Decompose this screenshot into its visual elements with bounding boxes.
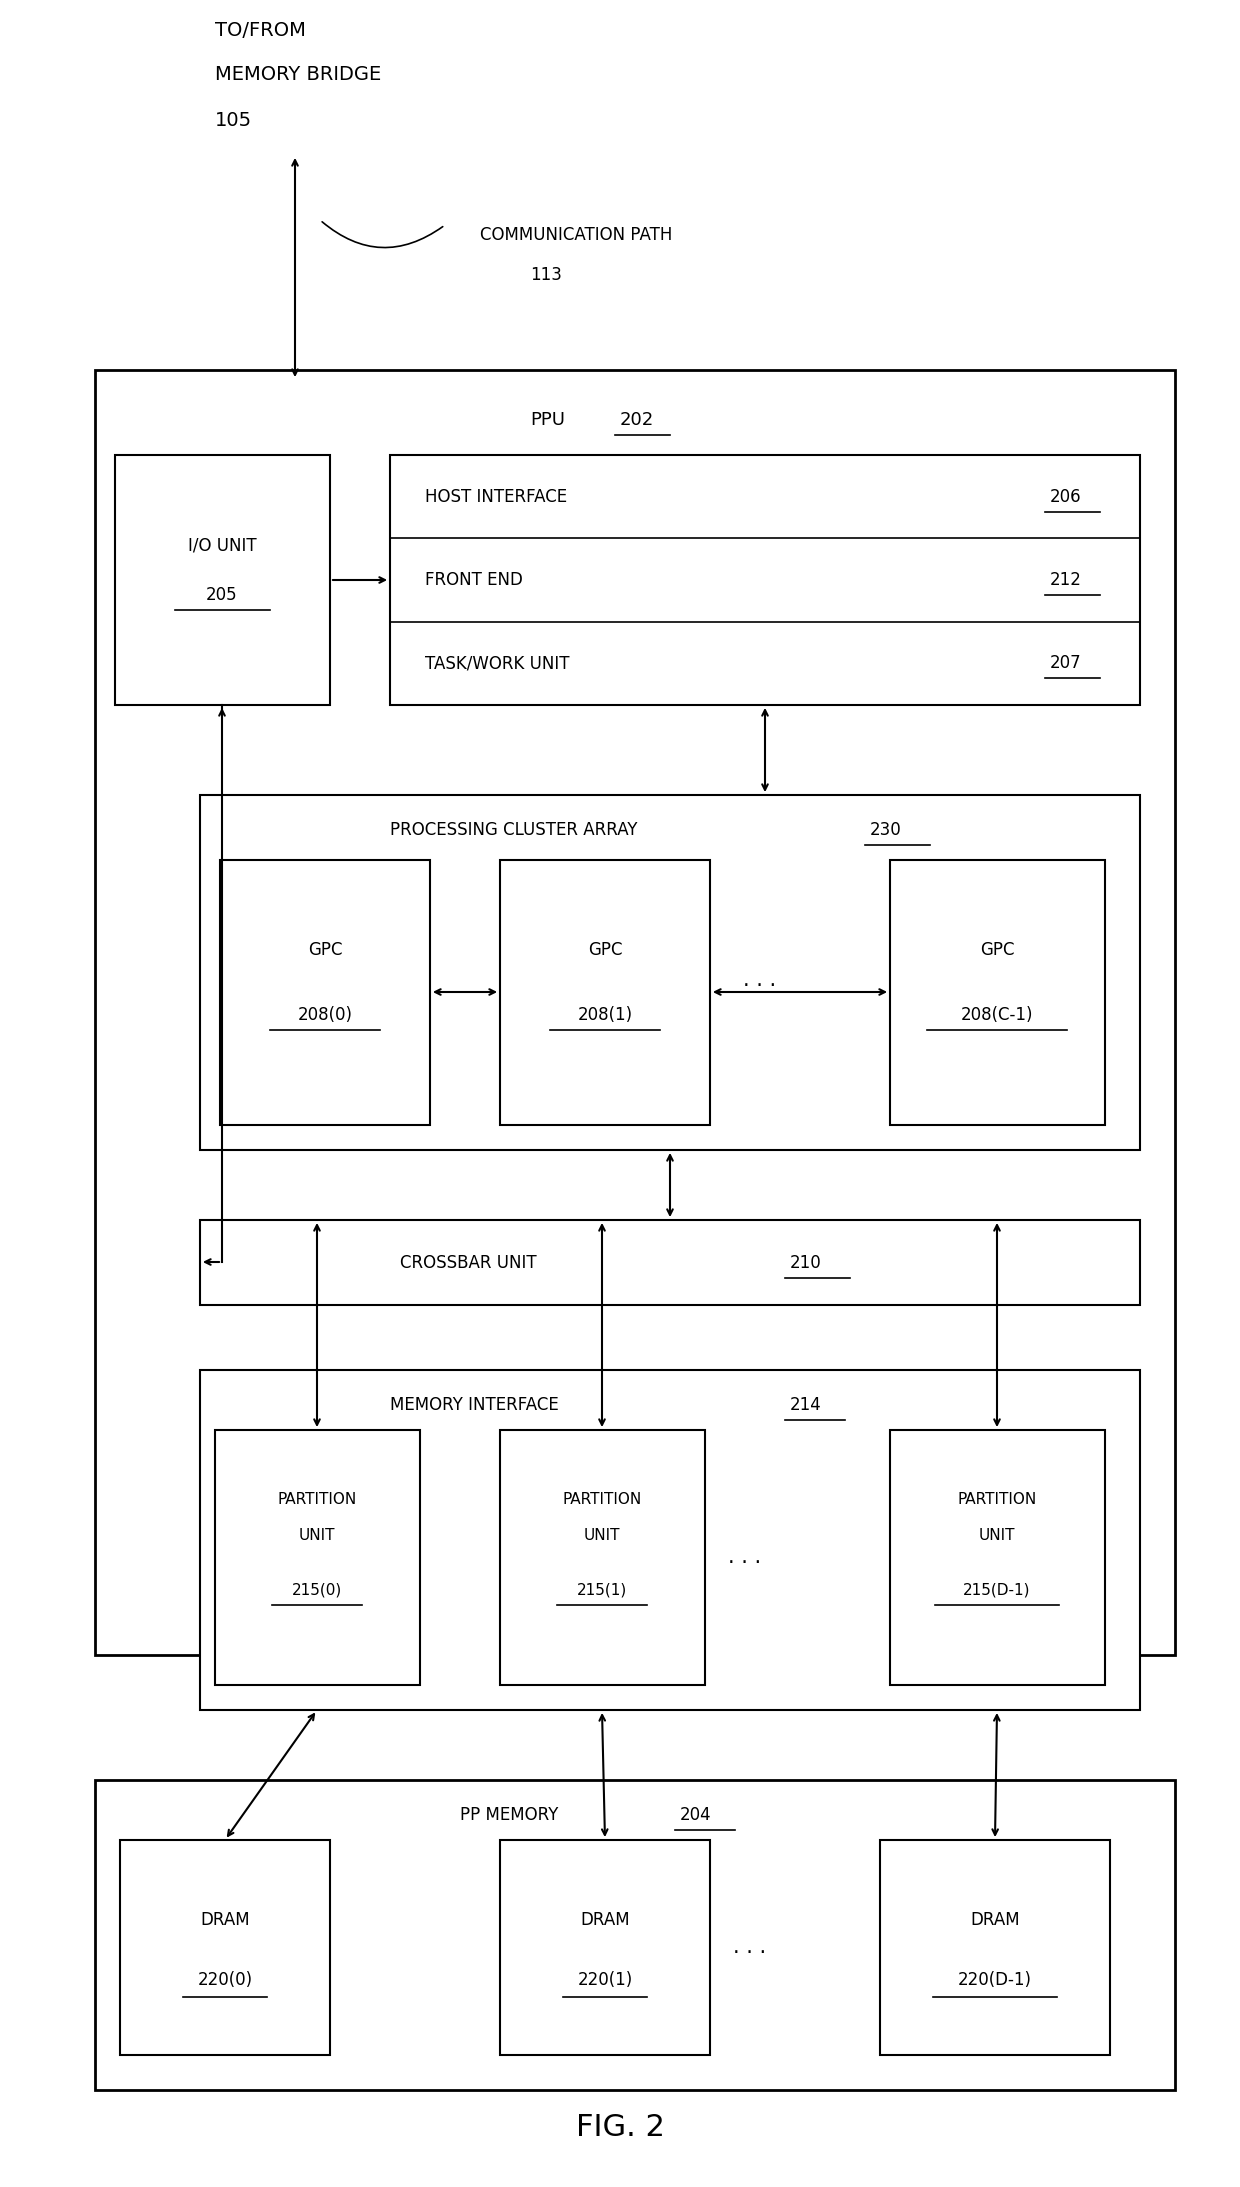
Bar [500, 859, 711, 1124]
Text: PP MEMORY: PP MEMORY [460, 1806, 558, 1824]
Text: 208(0): 208(0) [298, 1006, 352, 1024]
Bar [200, 1369, 1140, 1710]
Text: 105: 105 [215, 112, 252, 129]
Text: 215(0): 215(0) [291, 1583, 342, 1597]
Text: . . .: . . . [744, 971, 776, 991]
Bar [391, 455, 1140, 704]
Text: 205: 205 [206, 586, 238, 604]
Text: 215(1): 215(1) [577, 1583, 627, 1597]
Text: 220(0): 220(0) [197, 1970, 253, 1988]
Bar [115, 455, 330, 704]
Text: 207: 207 [1050, 654, 1081, 671]
Text: HOST INTERFACE: HOST INTERFACE [425, 488, 567, 505]
Text: DRAM: DRAM [970, 1911, 1019, 1929]
Bar [880, 1839, 1110, 2056]
Text: 202: 202 [620, 411, 655, 429]
Text: GPC: GPC [588, 940, 622, 960]
Text: 215(D-1): 215(D-1) [963, 1583, 1030, 1597]
Bar [95, 1780, 1176, 2091]
Text: 220(D-1): 220(D-1) [959, 1970, 1032, 1988]
Bar [500, 1839, 711, 2056]
Text: CROSSBAR UNIT: CROSSBAR UNIT [401, 1253, 537, 1273]
Text: UNIT: UNIT [299, 1527, 335, 1542]
Text: 230: 230 [870, 820, 901, 840]
Text: PROCESSING CLUSTER ARRAY: PROCESSING CLUSTER ARRAY [391, 820, 637, 840]
Bar [500, 1430, 706, 1684]
Text: FIG. 2: FIG. 2 [575, 2113, 665, 2141]
Bar [215, 1430, 420, 1684]
Bar [890, 1430, 1105, 1684]
Text: 208(C-1): 208(C-1) [961, 1006, 1033, 1024]
Text: TO/FROM: TO/FROM [215, 20, 306, 39]
Text: DRAM: DRAM [580, 1911, 630, 1929]
Text: 113: 113 [529, 267, 562, 284]
Text: 212: 212 [1050, 571, 1081, 588]
Text: 208(1): 208(1) [578, 1006, 632, 1024]
Text: . . .: . . . [728, 1546, 761, 1568]
Text: PPU: PPU [529, 411, 565, 429]
Text: MEMORY BRIDGE: MEMORY BRIDGE [215, 66, 381, 85]
Bar [219, 859, 430, 1124]
Text: 206: 206 [1050, 488, 1081, 505]
Bar [890, 859, 1105, 1124]
Text: I/O UNIT: I/O UNIT [187, 536, 257, 553]
Text: MEMORY INTERFACE: MEMORY INTERFACE [391, 1395, 559, 1415]
Bar [120, 1839, 330, 2056]
Text: PARTITION: PARTITION [278, 1492, 357, 1507]
Text: UNIT: UNIT [978, 1527, 1016, 1542]
Text: GPC: GPC [308, 940, 342, 960]
Text: FRONT END: FRONT END [425, 571, 523, 588]
Text: 204: 204 [680, 1806, 712, 1824]
Text: UNIT: UNIT [584, 1527, 620, 1542]
Text: COMMUNICATION PATH: COMMUNICATION PATH [480, 225, 672, 245]
Text: PARTITION: PARTITION [563, 1492, 641, 1507]
Text: . . .: . . . [733, 1938, 766, 1957]
Bar [200, 1220, 1140, 1306]
Text: PARTITION: PARTITION [957, 1492, 1037, 1507]
Bar [95, 370, 1176, 1656]
Bar [200, 796, 1140, 1150]
Text: 220(1): 220(1) [578, 1970, 632, 1988]
Text: DRAM: DRAM [200, 1911, 249, 1929]
Text: 210: 210 [790, 1253, 822, 1273]
Text: 214: 214 [790, 1395, 822, 1415]
Text: TASK/WORK UNIT: TASK/WORK UNIT [425, 654, 569, 671]
Text: GPC: GPC [980, 940, 1014, 960]
